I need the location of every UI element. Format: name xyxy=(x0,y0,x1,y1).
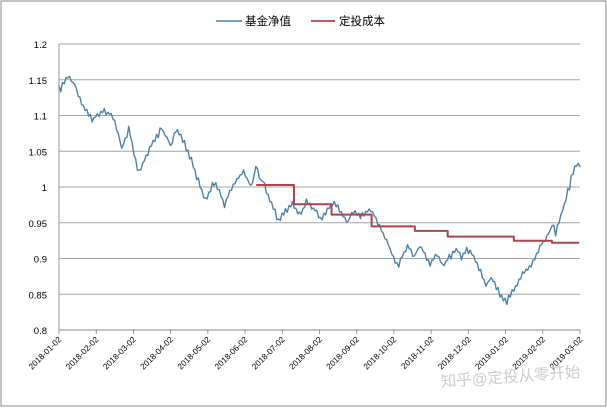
svg-text:0.95: 0.95 xyxy=(29,219,48,230)
svg-text:1.15: 1.15 xyxy=(29,76,48,87)
svg-text:1: 1 xyxy=(42,183,47,194)
svg-text:1.05: 1.05 xyxy=(29,147,48,158)
svg-text:1.1: 1.1 xyxy=(34,112,47,123)
svg-text:定投成本: 定投成本 xyxy=(339,14,385,28)
svg-text:1.2: 1.2 xyxy=(34,40,47,51)
svg-text:0.8: 0.8 xyxy=(34,326,47,337)
svg-text:0.85: 0.85 xyxy=(29,290,48,301)
svg-text:基金净值: 基金净值 xyxy=(245,14,291,28)
svg-text:0.9: 0.9 xyxy=(34,255,47,266)
